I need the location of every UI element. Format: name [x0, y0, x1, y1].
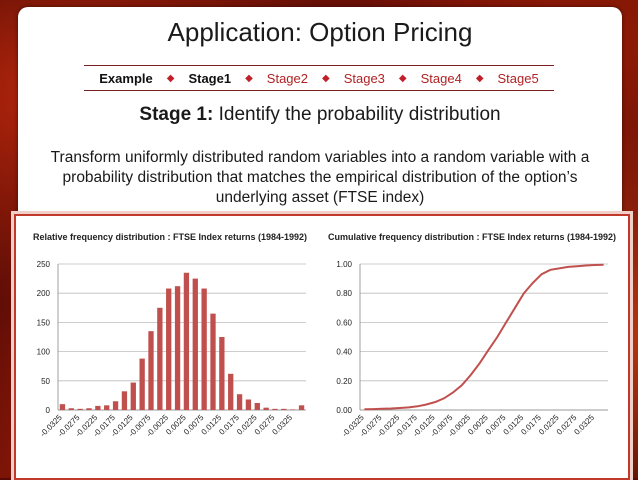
- diamond-separator-icon: ◆: [398, 72, 407, 84]
- description-text: Transform uniformly distributed random v…: [50, 149, 590, 206]
- relative-frequency-svg: Relative frequency distribution : FTSE I…: [33, 232, 307, 439]
- bar: [298, 405, 305, 410]
- bar: [59, 404, 66, 410]
- nav-example[interactable]: Example: [99, 70, 153, 86]
- y-tick-label: 150: [37, 318, 51, 327]
- bar: [272, 408, 278, 410]
- bar: [166, 288, 172, 410]
- y-tick-label: 200: [37, 289, 51, 298]
- bar: [245, 399, 252, 410]
- slide: Application: Option Pricing Example ◆ St…: [14, 7, 630, 480]
- x-tick-label: 0.0325: [572, 413, 596, 437]
- bar: [290, 409, 296, 410]
- nav-stage2[interactable]: Stage2: [266, 70, 308, 86]
- bar: [112, 401, 119, 410]
- bar: [104, 405, 110, 410]
- chart-title: Cumulative frequency distribution : FTSE…: [328, 232, 616, 242]
- bar: [86, 408, 92, 410]
- bar: [263, 407, 269, 410]
- cumulative-frequency-svg: Cumulative frequency distribution : FTSE…: [328, 232, 616, 439]
- relative-frequency-chart: Relative frequency distribution : FTSE I…: [20, 222, 320, 472]
- bar: [148, 331, 154, 410]
- bar: [68, 408, 74, 410]
- bar: [77, 408, 83, 410]
- bar: [157, 307, 163, 410]
- cumulative-frequency-chart: Cumulative frequency distribution : FTSE…: [322, 222, 622, 472]
- y-tick-label: 0.00: [336, 406, 352, 415]
- chart-frame: Relative frequency distribution : FTSE I…: [14, 214, 630, 480]
- bar: [183, 272, 190, 410]
- nav-stage1[interactable]: Stage1: [188, 70, 232, 86]
- diamond-separator-icon: ◆: [475, 72, 484, 84]
- nav-stage3[interactable]: Stage3: [343, 70, 385, 86]
- slide-title: Application: Option Pricing: [167, 17, 473, 47]
- stage-heading: Stage 1: Identify the probability distri…: [18, 104, 622, 126]
- y-tick-label: 0.80: [336, 289, 352, 298]
- nav-stage5[interactable]: Stage5: [497, 70, 539, 86]
- y-tick-label: 50: [41, 377, 50, 386]
- bar: [130, 382, 136, 410]
- diamond-separator-icon: ◆: [322, 72, 330, 84]
- y-tick-label: 1.00: [336, 260, 352, 269]
- cumulative-line: [364, 263, 604, 411]
- x-tick-label: 0.0325: [270, 413, 294, 437]
- bar: [121, 391, 128, 410]
- bar: [192, 278, 198, 410]
- stage-nav: Example ◆ Stage1 ◆ Stage2 ◆ Stage3 ◆ Sta…: [84, 65, 554, 91]
- bar: [228, 373, 234, 410]
- bar: [174, 286, 181, 410]
- stage-heading-label: Stage 1:: [139, 104, 214, 125]
- y-tick-label: 0.20: [336, 377, 352, 386]
- bar: [210, 313, 216, 410]
- y-tick-label: 0.60: [336, 318, 352, 327]
- y-tick-label: 100: [37, 348, 51, 357]
- nav-stage4[interactable]: Stage4: [420, 70, 462, 86]
- bar: [139, 358, 145, 410]
- y-tick-label: 0: [46, 406, 51, 415]
- bar: [236, 394, 243, 410]
- diamond-separator-icon: ◆: [245, 72, 253, 84]
- bar: [201, 288, 207, 410]
- chart-title: Relative frequency distribution : FTSE I…: [33, 232, 307, 242]
- diamond-separator-icon: ◆: [166, 72, 175, 84]
- y-tick-label: 0.40: [336, 348, 352, 357]
- bar: [281, 408, 287, 410]
- stage-heading-text: Identify the probability distribution: [218, 104, 501, 125]
- bar: [219, 337, 225, 410]
- y-tick-label: 250: [37, 260, 51, 269]
- bar: [95, 405, 101, 410]
- bar: [254, 402, 260, 410]
